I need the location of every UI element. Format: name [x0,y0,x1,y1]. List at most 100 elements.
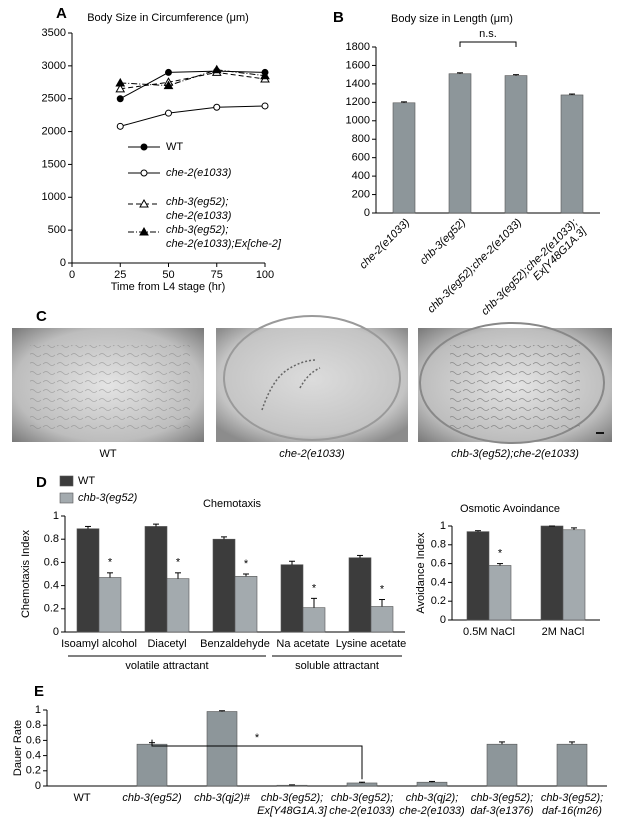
bar [98,577,122,633]
bar [504,75,528,214]
y-tick-label: 1 [440,520,446,532]
marker [213,103,221,111]
x-tick-label: chb-3(eg52) [122,792,182,804]
bar [166,578,190,633]
x-tick-label: 75 [211,269,223,281]
bar [448,73,472,214]
bar [346,782,378,787]
panel-label: E [34,683,44,700]
bar [486,743,518,787]
group-label: soluble attractant [295,660,379,672]
y-tick-label: 0.6 [26,734,41,746]
legend-label: chb-3(eg52) [78,492,138,504]
x-tick-label: 100 [256,269,274,281]
x-tick-label: Benzaldehyde [200,638,270,650]
legend-label: che-2(e1033) [166,167,232,179]
marker [165,109,172,117]
y-tick-label: 0.8 [26,719,41,731]
panel-label: A [56,5,67,22]
marker [116,95,124,103]
chart-title: Body size in Length (μm) [391,13,513,25]
bar [466,531,490,621]
x-tick-label: chb-3(eg52); [471,792,533,804]
y-tick-label: 1000 [346,115,370,127]
y-tick-label: 0 [60,257,66,269]
bar [136,743,168,787]
significance-star: * [312,582,317,594]
y-tick-label: 600 [352,152,370,164]
y-tick-label: 3500 [42,27,66,39]
panel-label: B [333,9,344,26]
y-tick-label: 3000 [42,60,66,72]
y-tick-label: 0 [35,780,41,792]
x-tick-label: 50 [162,269,174,281]
y-tick-label: 0.6 [431,558,446,570]
chart-title: Body Size in Circumference (μm) [87,12,249,24]
significance-star: * [244,558,249,570]
comparison-label: n.s. [479,28,497,40]
panel-label: C [36,308,47,325]
chart-title: Osmotic Avoindance [460,503,560,515]
marker [116,122,124,130]
legend-label: chb-3(eg52); [166,196,228,208]
x-tick-label: Na acetate [276,638,329,650]
chart-title: Chemotaxis [203,498,262,510]
x-tick-label: che-2(e1033) [329,805,395,817]
y-tick-label: 1 [53,510,59,522]
panel-label: D [36,474,47,491]
legend-marker [139,226,149,236]
x-tick-label: chb-3(eg52) [418,216,469,267]
x-tick-label: Isoamyl alcohol [61,638,137,650]
marker [260,70,270,80]
bar [392,102,416,214]
x-tick-label: daf-3(e1376) [471,805,534,817]
marker [261,102,269,110]
x-tick-label: che-2(e1033) [357,216,412,271]
bar [540,525,564,621]
y-tick-label: 1400 [346,78,370,90]
x-tick-label: chb-3(eg52);che-2(e1033) [425,216,524,315]
y-tick-label: 0.2 [431,595,446,607]
y-tick-label: 500 [48,224,66,236]
y-tick-label: 1 [35,704,41,716]
bar [370,606,394,633]
plate-image [216,315,408,442]
image-caption: chb-3(eg52);che-2(e1033) [451,448,579,460]
x-tick-label: chb-3(eg52);che-2(e1033); [479,217,580,318]
bar [76,528,100,633]
significance-star: * [108,557,113,569]
x-tick-label: chb-3(eg52); [331,792,393,804]
legend-marker [140,143,148,151]
x-tick-label: 2M NaCl [542,626,585,638]
y-tick-label: 0.4 [431,576,446,588]
marker [165,68,172,76]
y-tick-label: 0.4 [44,580,59,592]
significance-star: * [176,557,181,569]
y-tick-label: 0 [364,207,370,219]
legend-label: che-2(e1033) [166,210,232,222]
y-tick-label: 1500 [42,158,66,170]
image-caption: WT [99,448,116,460]
x-axis-label: Time from L4 stage (hr) [111,281,226,293]
x-tick-label: Diacetyl [147,638,186,650]
series-line [120,69,266,87]
y-tick-label: 2000 [42,125,66,137]
bar [556,743,588,787]
y-tick-label: 0.2 [26,765,41,777]
bar [212,538,236,633]
x-tick-label: chb-3(eg52); [541,792,603,804]
bar [562,529,586,621]
y-tick-label: 2500 [42,93,66,105]
y-tick-label: 800 [352,133,370,145]
comparison-bracket [151,739,363,780]
bar [488,565,512,621]
bar [348,557,372,633]
bar [560,94,584,214]
marker [115,77,126,87]
series-line [120,105,266,127]
x-tick-label: chb-3(qj2)# [194,792,251,804]
x-tick-label: che-2(e1033) [399,805,465,817]
legend-swatch [59,492,74,504]
significance-star: * [498,548,503,560]
